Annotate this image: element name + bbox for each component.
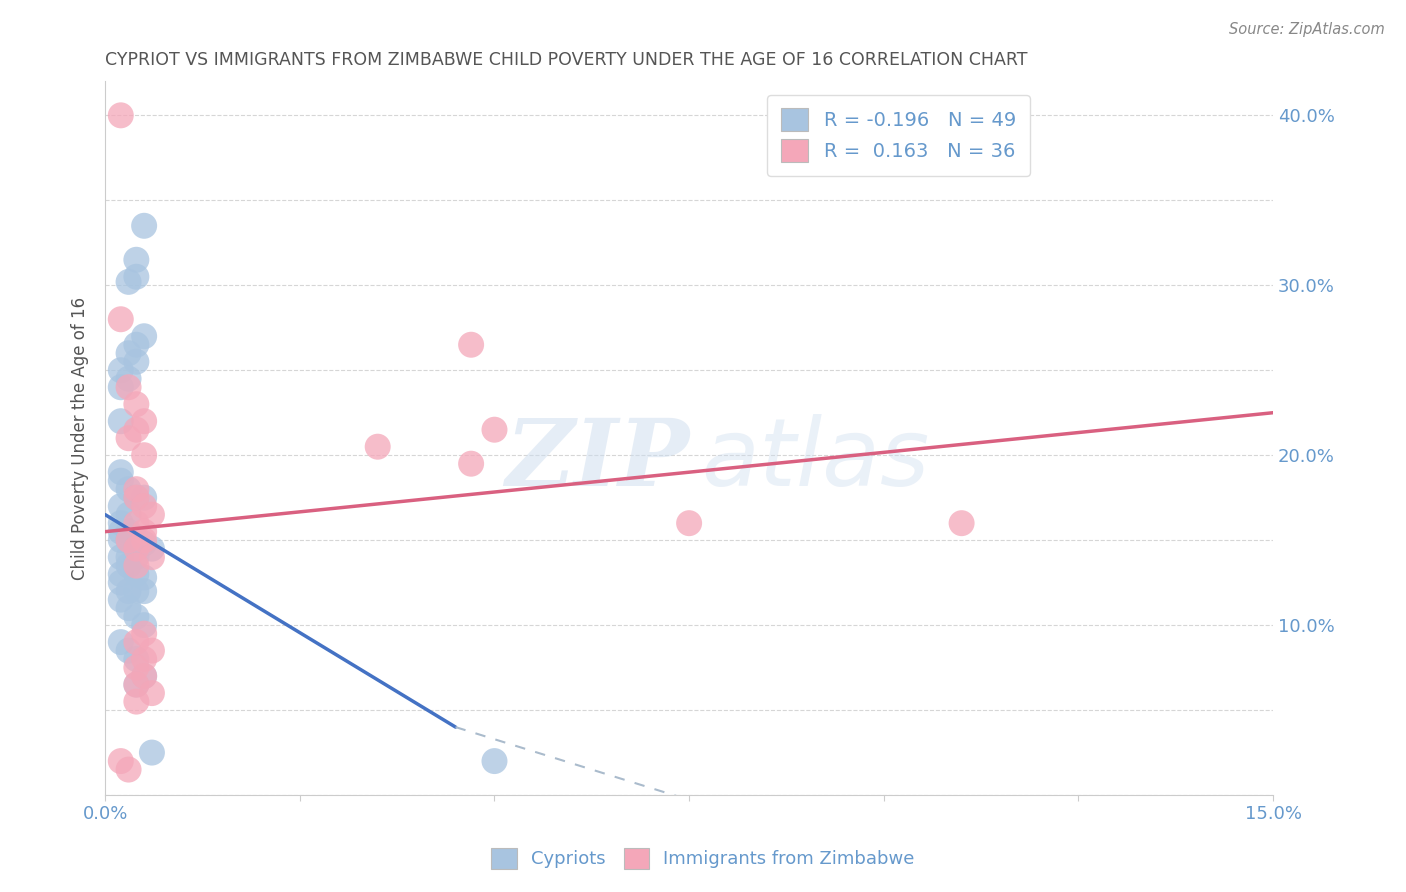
Point bbox=[110, 754, 132, 768]
Point bbox=[125, 567, 148, 582]
Point bbox=[134, 524, 156, 539]
Legend: Cypriots, Immigrants from Zimbabwe: Cypriots, Immigrants from Zimbabwe bbox=[484, 840, 922, 876]
Point bbox=[117, 584, 139, 599]
Point bbox=[125, 533, 148, 548]
Point bbox=[117, 533, 139, 548]
Point bbox=[117, 601, 139, 615]
Point bbox=[678, 516, 700, 531]
Text: Source: ZipAtlas.com: Source: ZipAtlas.com bbox=[1229, 22, 1385, 37]
Point bbox=[117, 380, 139, 394]
Point bbox=[484, 754, 506, 768]
Point bbox=[117, 482, 139, 496]
Point bbox=[125, 269, 148, 284]
Point bbox=[125, 635, 148, 649]
Point bbox=[117, 558, 139, 573]
Point bbox=[125, 541, 148, 556]
Point bbox=[134, 533, 156, 548]
Point bbox=[141, 686, 163, 700]
Point bbox=[110, 635, 132, 649]
Point bbox=[110, 363, 132, 377]
Point bbox=[125, 584, 148, 599]
Point bbox=[125, 355, 148, 369]
Point bbox=[125, 337, 148, 351]
Point bbox=[134, 536, 156, 550]
Point bbox=[125, 491, 148, 505]
Text: ZIP: ZIP bbox=[505, 415, 689, 505]
Point bbox=[125, 660, 148, 674]
Point bbox=[110, 524, 132, 539]
Point bbox=[134, 652, 156, 666]
Point bbox=[134, 329, 156, 343]
Point bbox=[125, 423, 148, 437]
Legend: R = -0.196   N = 49, R =  0.163   N = 36: R = -0.196 N = 49, R = 0.163 N = 36 bbox=[768, 95, 1029, 176]
Point bbox=[110, 550, 132, 565]
Point bbox=[950, 516, 973, 531]
Point bbox=[134, 499, 156, 513]
Point bbox=[110, 533, 132, 548]
Point bbox=[141, 643, 163, 657]
Point bbox=[460, 457, 482, 471]
Point bbox=[110, 592, 132, 607]
Point bbox=[134, 219, 156, 233]
Point bbox=[125, 482, 148, 496]
Point bbox=[134, 626, 156, 640]
Point bbox=[125, 695, 148, 709]
Point bbox=[110, 499, 132, 513]
Point bbox=[117, 346, 139, 360]
Point bbox=[367, 440, 389, 454]
Point bbox=[110, 414, 132, 428]
Point bbox=[110, 108, 132, 122]
Point bbox=[141, 508, 163, 522]
Point bbox=[125, 550, 148, 565]
Y-axis label: Child Poverty Under the Age of 16: Child Poverty Under the Age of 16 bbox=[72, 297, 89, 580]
Point bbox=[125, 516, 148, 531]
Point bbox=[125, 677, 148, 691]
Point bbox=[125, 491, 148, 505]
Point bbox=[134, 570, 156, 584]
Text: CYPRIOT VS IMMIGRANTS FROM ZIMBABWE CHILD POVERTY UNDER THE AGE OF 16 CORRELATIO: CYPRIOT VS IMMIGRANTS FROM ZIMBABWE CHIL… bbox=[105, 51, 1028, 69]
Point bbox=[125, 609, 148, 624]
Point bbox=[110, 380, 132, 394]
Point bbox=[110, 474, 132, 488]
Point bbox=[134, 584, 156, 599]
Point bbox=[117, 763, 139, 777]
Point bbox=[125, 558, 148, 573]
Point bbox=[117, 372, 139, 386]
Point bbox=[125, 677, 148, 691]
Point bbox=[134, 491, 156, 505]
Point bbox=[117, 643, 139, 657]
Point bbox=[141, 746, 163, 760]
Point bbox=[134, 669, 156, 683]
Point bbox=[125, 252, 148, 267]
Point bbox=[110, 575, 132, 590]
Point bbox=[125, 652, 148, 666]
Point bbox=[460, 337, 482, 351]
Point bbox=[125, 397, 148, 411]
Point bbox=[117, 550, 139, 565]
Point bbox=[134, 414, 156, 428]
Point bbox=[117, 275, 139, 289]
Point bbox=[141, 541, 163, 556]
Point bbox=[110, 567, 132, 582]
Point bbox=[110, 516, 132, 531]
Point bbox=[117, 533, 139, 548]
Point bbox=[110, 312, 132, 326]
Point bbox=[117, 431, 139, 445]
Point bbox=[117, 524, 139, 539]
Text: atlas: atlas bbox=[700, 414, 929, 505]
Point bbox=[484, 423, 506, 437]
Point bbox=[134, 669, 156, 683]
Point bbox=[134, 448, 156, 462]
Point bbox=[117, 508, 139, 522]
Point bbox=[141, 550, 163, 565]
Point bbox=[134, 618, 156, 632]
Point bbox=[110, 465, 132, 479]
